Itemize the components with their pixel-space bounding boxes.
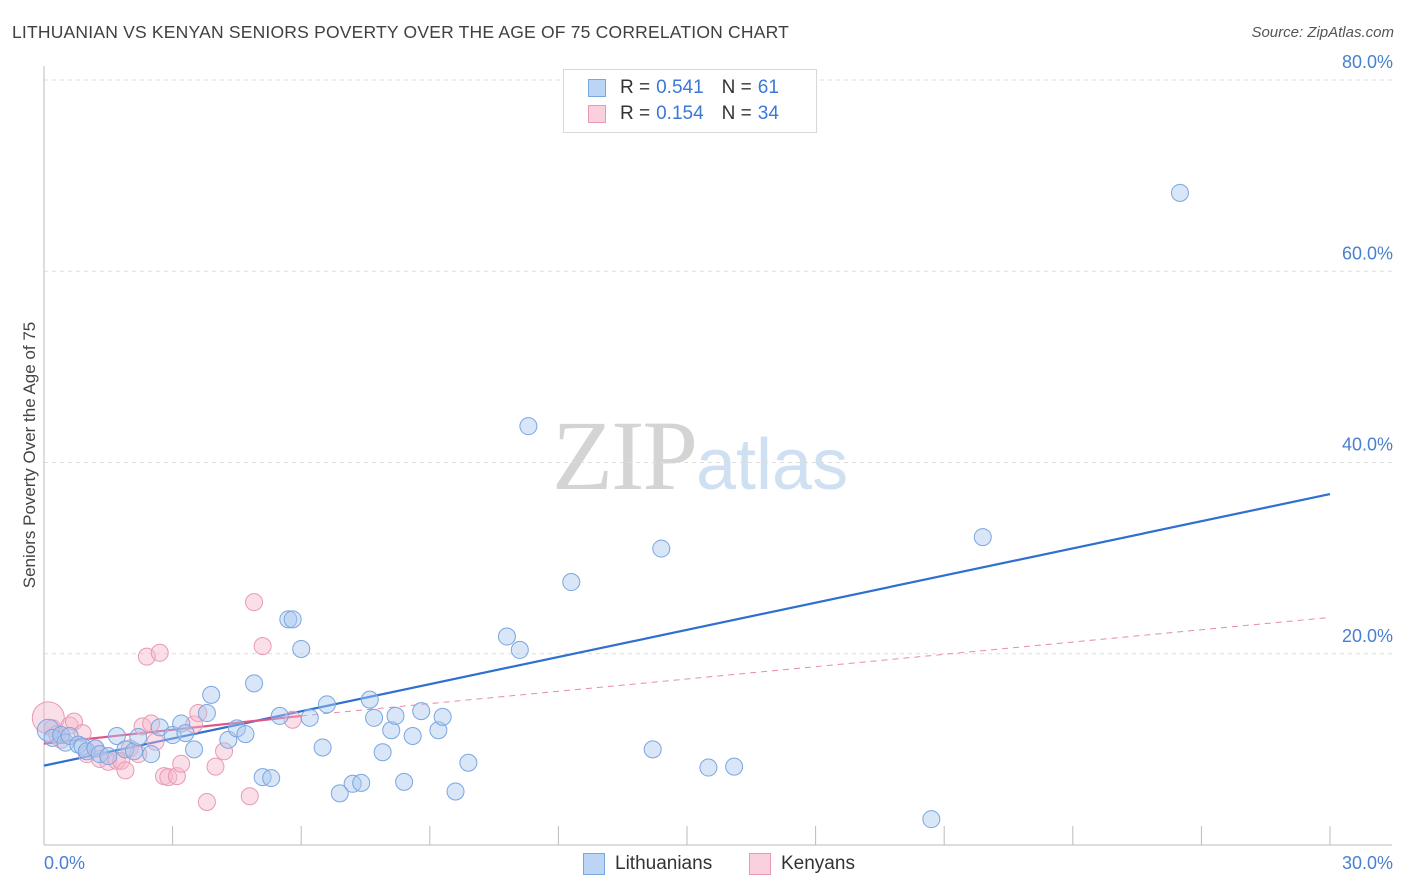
data-point-lithuanians [519,417,538,436]
data-point-lithuanians [429,721,448,740]
data-point-lithuanians [279,610,298,629]
data-point-kenyans [172,754,191,773]
y-tick-label: 20.0% [1342,626,1393,646]
data-point-lithuanians [373,743,392,762]
data-point-lithuanians [245,674,264,693]
data-point-lithuanians [365,708,384,727]
data-point-lithuanians [176,724,195,743]
gridlines [44,79,1392,655]
data-point-lithuanians [300,708,319,727]
data-point-lithuanians [382,721,401,740]
legend-swatch-kenyans [588,105,606,123]
legend-n-value: 34 [757,103,779,124]
watermark: ZIPatlas [552,398,848,513]
bottom-legend-label-kenyans: Kenyans [781,853,855,874]
data-point-lithuanians [283,610,302,629]
data-point-lithuanians [202,685,221,704]
legend-n-label: N = [721,103,752,124]
data-point-lithuanians [497,627,516,646]
source-label: Source: ZipAtlas.com [1251,24,1394,41]
data-point-lithuanians [725,757,744,776]
legend-r-value: 0.541 [656,77,704,98]
data-point-lithuanians [510,640,529,659]
legend-swatch-lithuanians [588,79,606,97]
data-point-lithuanians [446,782,465,801]
data-point-lithuanians [562,573,581,592]
data-point-lithuanians [330,784,349,803]
data-point-lithuanians [107,726,126,745]
data-point-lithuanians [1170,183,1189,202]
tick-labels: 20.0% 40.0% 60.0% 80.0% 0.0% 30.0% [44,52,1393,873]
data-point-lithuanians [386,706,405,725]
bottom-legend-kenyans: Kenyans [749,852,855,876]
correlation-legend: R = 0.541 N = 61 R = 0.154 N = 34 [563,69,817,133]
data-point-lithuanians [433,707,452,726]
data-point-lithuanians [412,702,431,721]
data-point-kenyans [116,761,135,780]
data-point-kenyans [142,714,161,733]
x-tick-label: 30.0% [1342,853,1393,873]
legend-n-label: N = [721,77,752,98]
data-point-kenyans [245,593,264,612]
data-point-lithuanians [172,714,191,733]
data-point-lithuanians [403,726,422,745]
legend-n-value: 61 [757,77,779,98]
data-point-lithuanians [142,745,161,764]
data-point-lithuanians [185,740,204,759]
data-point-lithuanians [643,740,662,759]
data-point-kenyans [253,637,272,656]
data-point-kenyans [197,792,216,811]
watermark-atlas: atlas [696,425,849,505]
data-point-lithuanians [197,704,216,723]
legend-r-value: 0.154 [656,103,704,124]
data-point-lithuanians [292,639,311,658]
legend-row-lithuanians: R = 0.541 N = 61 [588,75,779,101]
data-point-lithuanians [129,727,148,746]
data-point-lithuanians [395,772,414,791]
bottom-legend-lithuanians: Lithuanians [583,852,712,876]
data-point-lithuanians [360,690,379,709]
data-point-lithuanians [317,695,336,714]
watermark-zip: ZIP [552,400,698,511]
y-tick-label: 80.0% [1342,52,1393,72]
data-point-lithuanians [125,742,144,761]
data-point-lithuanians [459,753,478,772]
data-point-lithuanians [313,738,332,757]
axes [43,66,1392,846]
x-tick-label: 0.0% [44,853,85,873]
y-tick-label: 60.0% [1342,243,1393,263]
data-point-kenyans [240,787,259,806]
data-point-lithuanians [262,769,281,788]
data-point-lithuanians [236,725,255,744]
bottom-legend-label-lithuanians: Lithuanians [615,853,713,874]
y-tick-label: 40.0% [1342,435,1393,455]
legend-r-label: R = [620,103,651,124]
data-point-kenyans [150,643,169,662]
data-point-lithuanians [352,773,371,792]
bottom-legend-swatch-kenyans [749,853,771,875]
data-points [31,183,1189,829]
data-point-lithuanians [99,747,118,766]
legend-r-label: R = [620,77,651,98]
data-point-lithuanians [973,528,992,547]
chart-title: LITHUANIAN VS KENYAN SENIORS POVERTY OVE… [12,22,790,42]
data-point-lithuanians [922,810,941,829]
data-point-lithuanians [227,719,246,738]
trend-extension-kenyans [301,616,1331,717]
data-point-kenyans [215,742,234,761]
data-point-lithuanians [270,706,289,725]
data-point-kenyans [206,757,225,776]
bottom-legend-swatch-lithuanians [583,853,605,875]
data-point-lithuanians [699,758,718,777]
legend-row-kenyans: R = 0.154 N = 34 [588,101,779,127]
data-point-lithuanians [652,539,671,558]
